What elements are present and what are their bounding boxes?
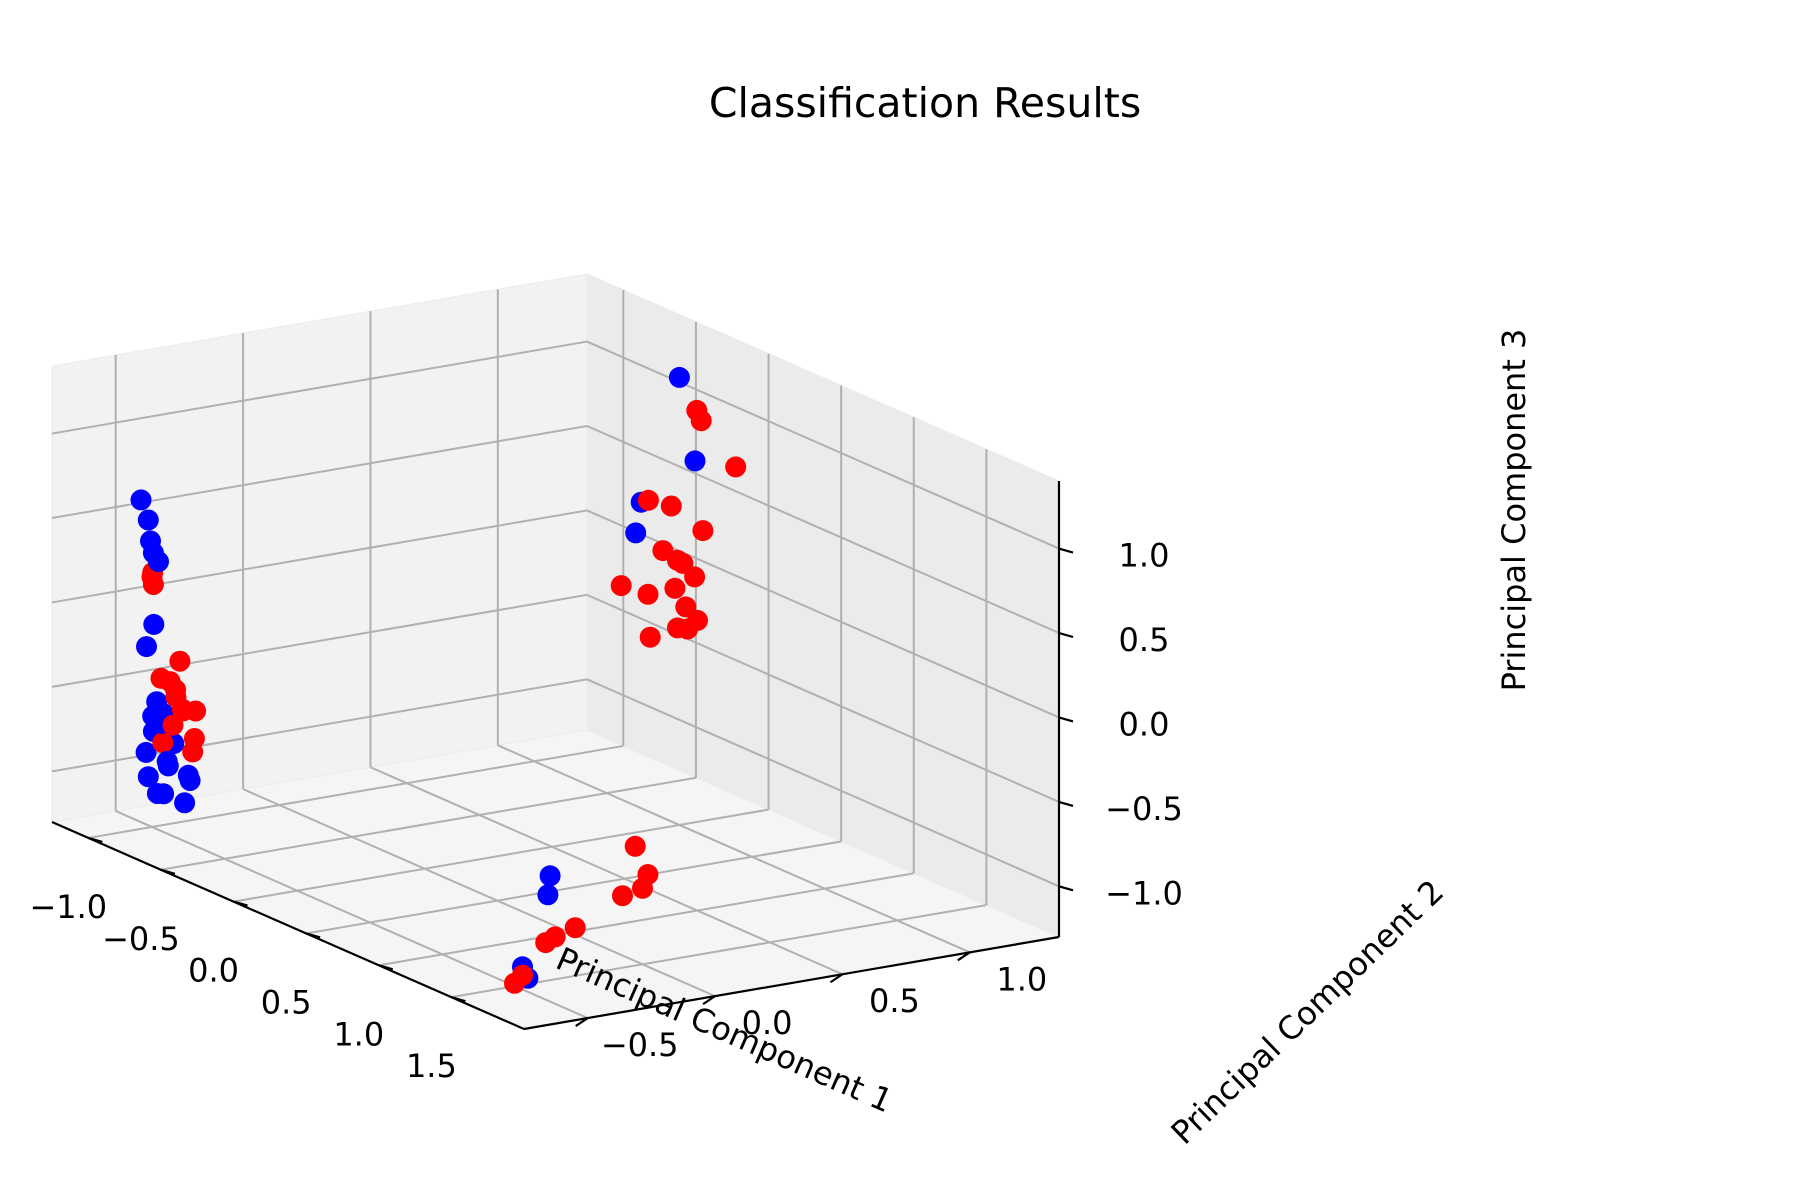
scatter-point-red — [690, 410, 712, 432]
y-tick-label: 1.0 — [996, 960, 1047, 998]
scatter-point-blue — [137, 509, 159, 531]
scatter-point-blue — [537, 884, 559, 906]
scatter-point-red — [664, 577, 686, 599]
scatter-point-red — [504, 972, 525, 994]
scatter-point-red — [637, 489, 659, 511]
x-tick-label: 1.5 — [406, 1047, 457, 1085]
scatter-point-blue — [179, 770, 201, 791]
scatter-point-blue — [156, 750, 178, 772]
scatter-point-blue — [140, 530, 161, 552]
z-axis-label: Principal Component 3 — [1495, 329, 1533, 692]
scatter-point-red — [159, 671, 181, 693]
chart-title: Classification Results — [709, 79, 1141, 127]
scatter-point-blue — [539, 865, 561, 887]
y-tick-mark — [957, 951, 971, 962]
y-tick-mark — [702, 995, 716, 1006]
z-tick-mark — [1058, 547, 1074, 554]
z-tick-label: −0.5 — [1105, 790, 1183, 828]
scatter-point-blue — [146, 783, 168, 804]
scatter-point-blue — [668, 366, 690, 388]
scatter-point-blue — [137, 766, 159, 788]
grid-lines — [51, 289, 1060, 1019]
scatter-point-red — [610, 575, 632, 597]
scatter-point-blue — [174, 792, 196, 814]
x-tick-mark — [305, 932, 321, 939]
scatter-point-red — [612, 885, 633, 907]
x-tick-label: −0.5 — [102, 920, 180, 958]
scatter-point-red — [183, 728, 205, 749]
scatter-point-blue — [130, 489, 152, 511]
axis-lines — [51, 481, 1074, 1031]
scatter-point-red — [162, 714, 184, 736]
scatter-point-blue — [684, 450, 706, 472]
scatter-point-red — [637, 583, 659, 605]
z-tick-label: 0.5 — [1119, 621, 1170, 659]
y-tick-label: 0.5 — [869, 982, 920, 1020]
scatter-point-red — [152, 732, 174, 754]
z-tick-label: 0.0 — [1119, 705, 1170, 743]
scatter-point-blue — [135, 741, 157, 763]
scatter-point-red — [544, 926, 566, 948]
y-tick-mark — [829, 973, 844, 984]
scatter-point-red — [667, 549, 688, 571]
grid-line-z-left — [51, 509, 588, 604]
y-tick-label: 0.0 — [742, 1004, 793, 1042]
scatter-point-blue — [625, 522, 647, 544]
x-tick-mark — [451, 996, 466, 1003]
grid-line-y-floor — [497, 744, 971, 954]
scatter-point-blue — [143, 613, 165, 635]
scatter-point-red — [564, 917, 586, 939]
x-tick-label: 0.0 — [188, 952, 239, 990]
scatter-point-red — [684, 566, 706, 588]
scatter-point-red — [632, 877, 653, 899]
x-tick-mark — [160, 868, 176, 875]
y-tick-label: −0.5 — [601, 1026, 679, 1064]
grid-line-y-floor — [370, 766, 843, 976]
y-axis-label: Principal Component 2 — [1164, 872, 1451, 1151]
z-tick-mark — [1058, 800, 1074, 807]
z-tick-label: 1.0 — [1119, 537, 1170, 575]
scatter-point-red — [677, 618, 699, 640]
z-tick-mark — [1058, 631, 1074, 639]
grid-line-z-back — [586, 340, 1060, 550]
scatter-point-red — [725, 456, 747, 478]
grid-line-z-left — [51, 593, 588, 688]
x-tick-mark — [378, 964, 394, 971]
grid-line-z-left — [51, 340, 588, 435]
scatter-point-blue — [136, 636, 157, 658]
scatter-points — [130, 366, 747, 994]
x-axis-line — [51, 820, 525, 1031]
tick-labels: −1.0−0.50.00.51.01.5−0.50.00.51.0−1.0−0.… — [29, 537, 1182, 1086]
scatter-point-red — [639, 626, 661, 648]
z-tick-label: −1.0 — [1105, 874, 1183, 912]
grid-line-y-floor — [242, 788, 716, 998]
scatter-point-red — [169, 650, 191, 672]
grid-line-z-back — [586, 425, 1060, 634]
z-tick-mark — [1058, 716, 1074, 723]
x-tick-label: 0.5 — [261, 983, 312, 1021]
grid-line-z-back — [586, 678, 1060, 888]
scatter-point-red — [624, 835, 646, 857]
scatter-point-red — [692, 520, 714, 542]
scatter-point-blue — [148, 551, 169, 573]
z-tick-mark — [1058, 885, 1074, 892]
y-tick-mark — [575, 1017, 589, 1027]
x-tick-label: −1.0 — [29, 888, 107, 926]
scatter-point-red — [171, 698, 193, 720]
x-tick-mark — [88, 836, 103, 843]
x-tick-label: 1.0 — [333, 1015, 384, 1053]
grid-line-z-back — [586, 593, 1060, 803]
scatter-point-red — [660, 495, 682, 517]
x-tick-mark — [233, 900, 248, 907]
scatter-point-red — [142, 574, 164, 595]
